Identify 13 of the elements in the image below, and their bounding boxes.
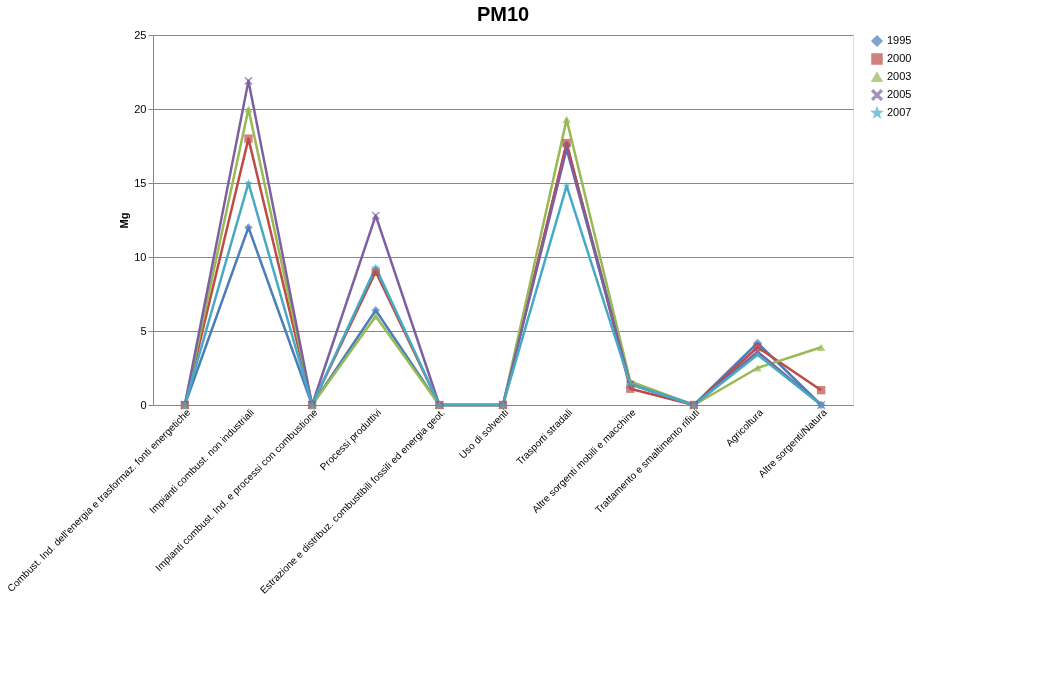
- y-tick-label: 0: [140, 398, 147, 411]
- y-tick-label: 15: [134, 176, 147, 189]
- y-axis-title: Mg: [118, 212, 131, 229]
- legend-label: 2003: [887, 70, 912, 82]
- y-tick-label: 25: [134, 28, 147, 41]
- legend-label: 2005: [887, 88, 912, 100]
- legend-label: 2007: [887, 106, 912, 118]
- y-tick-label: 10: [134, 250, 147, 263]
- chart-title: PM10: [476, 3, 530, 25]
- legend-label: 1995: [887, 34, 912, 46]
- y-tick-label: 20: [134, 102, 147, 115]
- y-tick-label: 5: [140, 324, 147, 337]
- legend-label: 2000: [887, 52, 912, 64]
